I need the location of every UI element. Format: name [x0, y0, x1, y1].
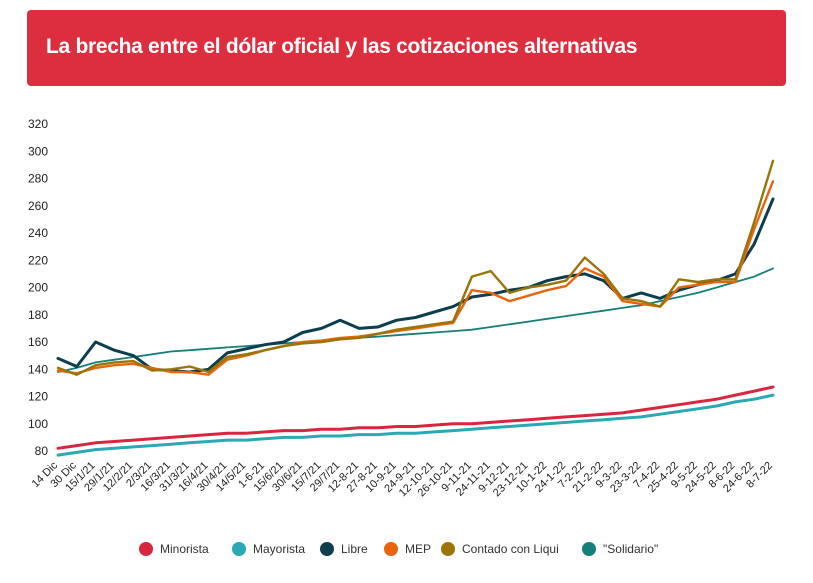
y-tick-label: 120	[28, 390, 48, 404]
legend-label: Minorista	[160, 542, 209, 556]
legend-item[interactable]: MEP	[384, 538, 431, 560]
series-line-minorista	[56, 385, 775, 450]
y-tick-label: 260	[28, 199, 48, 213]
legend-swatch	[320, 542, 334, 556]
legend-label: Mayorista	[253, 542, 306, 556]
y-tick-label: 200	[28, 281, 48, 295]
legend-item[interactable]: Minorista	[139, 538, 209, 560]
legend-swatch	[139, 542, 153, 556]
legend-item[interactable]: Contado con Liqui	[441, 538, 559, 560]
legend-label: Libre	[341, 542, 368, 556]
y-tick-label: 300	[28, 144, 48, 158]
chart-title: La brecha entre el dólar oficial y las c…	[46, 35, 638, 58]
y-tick-label: 220	[28, 253, 48, 267]
y-tick-label: 280	[28, 172, 48, 186]
legend-label: MEP	[405, 542, 432, 556]
line-chart: 8010012014016018020022024026028030032014…	[28, 117, 775, 499]
legend-swatch	[441, 542, 455, 556]
chart-legend: Minorista Mayorista Libre MEP Contado con Li…	[0, 538, 813, 560]
series-line-mayorista	[56, 393, 775, 457]
y-tick-label: 240	[28, 226, 48, 240]
legend-swatch	[582, 542, 596, 556]
y-tick-label: 100	[28, 417, 48, 431]
legend-label: "Solidario"	[603, 542, 659, 556]
series-line-contado-con-liqui	[56, 159, 775, 376]
series-line-mep	[56, 179, 775, 376]
legend-item[interactable]: Mayorista	[232, 538, 305, 560]
y-tick-label: 160	[28, 335, 48, 349]
y-tick-label: 80	[35, 444, 49, 458]
series-line-solidario	[57, 267, 774, 373]
y-tick-label: 140	[28, 362, 48, 376]
title-banner: La brecha entre el dólar oficial y las c…	[27, 10, 786, 86]
y-tick-label: 180	[28, 308, 48, 322]
legend-item[interactable]: Libre	[320, 538, 368, 560]
legend-swatch	[384, 542, 398, 556]
legend-item[interactable]: "Solidario"	[582, 538, 658, 560]
series-line-libre	[56, 197, 775, 374]
y-tick-label: 320	[28, 117, 48, 131]
legend-label: Contado con Liqui	[462, 542, 559, 556]
legend-swatch	[232, 542, 246, 556]
